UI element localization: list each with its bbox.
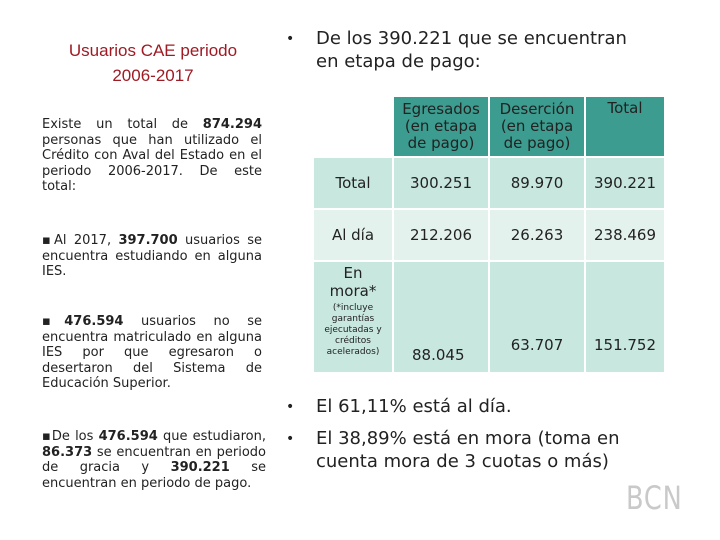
p3-text-c: usuarios no se encuentra matriculado en … bbox=[42, 314, 263, 391]
bullet-glyph: • bbox=[286, 399, 295, 415]
table-row: Total 300.251 89.970 390.221 bbox=[314, 156, 664, 209]
row-label-al-dia: Al día bbox=[314, 208, 393, 261]
bullet-glyph: • bbox=[286, 431, 295, 447]
paragraph-total-users: Existe un total de 874.294 personas que … bbox=[42, 117, 262, 195]
cell-mora-desercion: 63.707 bbox=[488, 260, 585, 372]
intro-line-1: De los 390.221 que se encuentran bbox=[316, 28, 627, 49]
cell-mora-total: 151.752 bbox=[584, 260, 664, 372]
cell-aldia-egresados: 212.206 bbox=[392, 208, 489, 261]
p1-text-a: Existe un total de bbox=[42, 117, 203, 132]
cell-aldia-desercion: 26.263 bbox=[488, 208, 585, 261]
p4-number-1: 476.594 bbox=[98, 429, 158, 444]
p1-text-c: personas que han utilizado el Crédito co… bbox=[42, 132, 262, 195]
intro-line-2: en etapa de pago: bbox=[316, 51, 481, 72]
header-empty-cell bbox=[314, 97, 393, 157]
p2-text-a: ▪Al 2017, bbox=[42, 233, 119, 248]
row-label-en-mora-line2: mora* bbox=[329, 282, 377, 300]
header-desercion: Deserción (en etapa de pago) bbox=[488, 97, 585, 157]
section-title: Usuarios CAE periodo 2006-2017 bbox=[42, 38, 264, 88]
row-label-en-mora: En mora* (*incluye garantías ejecutadas … bbox=[314, 260, 393, 372]
p4-text-a: ▪De los bbox=[42, 429, 99, 444]
header-egresados-line3: de pago) bbox=[407, 134, 475, 152]
header-egresados: Egresados (en etapa de pago) bbox=[392, 97, 489, 157]
p4-text-g: se encuentran en periodo de pago. bbox=[42, 460, 266, 491]
bcn-logo: BCN bbox=[626, 479, 683, 517]
p2-text-c: usuarios se encuentra estudiando en algu… bbox=[42, 233, 263, 279]
cell-total-total: 390.221 bbox=[584, 156, 664, 209]
bullet-en-mora-line1: El 38,89% está en mora (toma en bbox=[316, 428, 620, 449]
header-desercion-line2: (en etapa bbox=[500, 117, 574, 135]
bullet-glyph: • bbox=[286, 31, 295, 47]
p4-number-3: 390.221 bbox=[170, 460, 230, 475]
p4-text-e: se encuentran en periodo de gracia y bbox=[42, 444, 266, 476]
cell-aldia-total: 238.469 bbox=[584, 208, 664, 261]
row-label-total: Total bbox=[314, 156, 393, 209]
header-egresados-line2: (en etapa bbox=[404, 117, 478, 135]
header-desercion-line3: de pago) bbox=[503, 134, 571, 152]
bullet-al-dia-text: El 61,11% está al día. bbox=[316, 396, 512, 417]
p4-text-c: que estudiaron, bbox=[157, 429, 267, 444]
bullet-en-mora-line2: cuenta mora de 3 cuotas o más) bbox=[316, 451, 609, 472]
header-egresados-line1: Egresados bbox=[402, 100, 480, 118]
title-line-2: 2006-2017 bbox=[112, 66, 194, 85]
table-row: Al día 212.206 26.263 238.469 bbox=[314, 208, 664, 261]
title-line-1: Usuarios CAE periodo bbox=[68, 41, 238, 60]
mora-footnote: (*incluye garantías ejecutadas y crédito… bbox=[324, 303, 382, 357]
paragraph-grace-payment: ▪De los 476.594 que estudiaron, 86.373 s… bbox=[42, 429, 266, 491]
paragraph-not-enrolled: ▪476.594 usuarios no se encuentra matric… bbox=[42, 314, 262, 392]
paragraph-studying: ▪Al 2017, 397.700 usuarios se encuentra … bbox=[42, 233, 262, 280]
p4-number-2: 86.373 bbox=[42, 444, 93, 460]
row-label-en-mora-line1: En bbox=[343, 264, 363, 282]
p3-bullet: ▪ bbox=[42, 314, 65, 329]
p3-number: 476.594 bbox=[64, 314, 124, 329]
header-desercion-line1: Deserción bbox=[499, 100, 575, 118]
header-total: Total bbox=[584, 97, 664, 157]
cell-total-desercion: 89.970 bbox=[488, 156, 585, 209]
p2-number: 397.700 bbox=[118, 233, 178, 248]
cell-total-egresados: 300.251 bbox=[392, 156, 489, 209]
table-row: En mora* (*incluye garantías ejecutadas … bbox=[314, 260, 664, 372]
p1-number: 874.294 bbox=[202, 117, 262, 132]
payment-status-table: Egresados (en etapa de pago) Deserción (… bbox=[314, 97, 664, 372]
header-total-line1: Total bbox=[607, 99, 643, 117]
cell-mora-egresados: 88.045 bbox=[392, 260, 489, 372]
